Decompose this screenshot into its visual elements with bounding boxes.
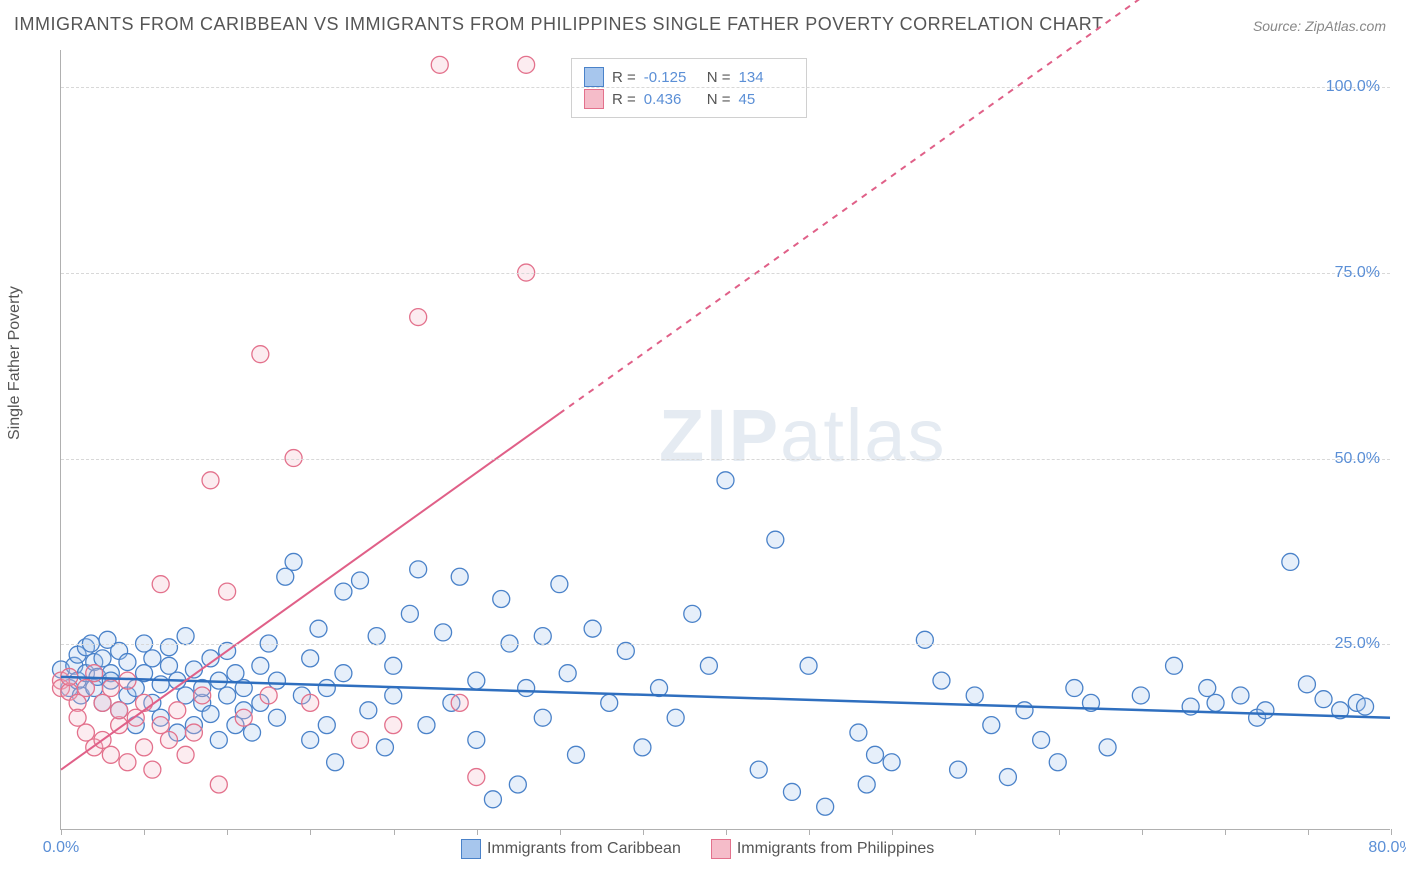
- y-axis-label: Single Father Poverty: [6, 286, 24, 440]
- chart-container: IMMIGRANTS FROM CARIBBEAN VS IMMIGRANTS …: [0, 0, 1406, 892]
- chart-plot-area: ZIPatlas R = -0.125 N = 134 R = 0.436 N …: [60, 50, 1390, 830]
- r-value-2: 0.436: [644, 91, 699, 108]
- r-value-1: -0.125: [644, 69, 699, 86]
- n-value-1: 134: [739, 69, 794, 86]
- legend-swatch-philippines: [711, 839, 731, 859]
- n-label: N =: [707, 91, 731, 108]
- legend: Immigrants from Caribbean Immigrants fro…: [461, 839, 934, 859]
- x-tick-label: 80.0%: [1368, 839, 1406, 857]
- stats-row-1: R = -0.125 N = 134: [584, 67, 794, 87]
- n-label: N =: [707, 69, 731, 86]
- legend-swatch-caribbean: [461, 839, 481, 859]
- plot-svg: [61, 50, 1390, 829]
- stats-row-2: R = 0.436 N = 45: [584, 89, 794, 109]
- legend-label-caribbean: Immigrants from Caribbean: [487, 840, 681, 858]
- n-value-2: 45: [739, 91, 794, 108]
- y-tick-label: 75.0%: [1335, 264, 1380, 282]
- swatch-philippines: [584, 89, 604, 109]
- legend-item-philippines: Immigrants from Philippines: [711, 839, 934, 859]
- y-tick-label: 100.0%: [1326, 78, 1380, 96]
- r-label: R =: [612, 91, 636, 108]
- y-tick-label: 25.0%: [1335, 635, 1380, 653]
- x-tick-label: 0.0%: [43, 839, 79, 857]
- source-label: Source: ZipAtlas.com: [1253, 18, 1386, 34]
- y-tick-label: 50.0%: [1335, 450, 1380, 468]
- legend-item-caribbean: Immigrants from Caribbean: [461, 839, 681, 859]
- swatch-caribbean: [584, 67, 604, 87]
- chart-title: IMMIGRANTS FROM CARIBBEAN VS IMMIGRANTS …: [14, 14, 1103, 35]
- legend-label-philippines: Immigrants from Philippines: [737, 840, 934, 858]
- r-label: R =: [612, 69, 636, 86]
